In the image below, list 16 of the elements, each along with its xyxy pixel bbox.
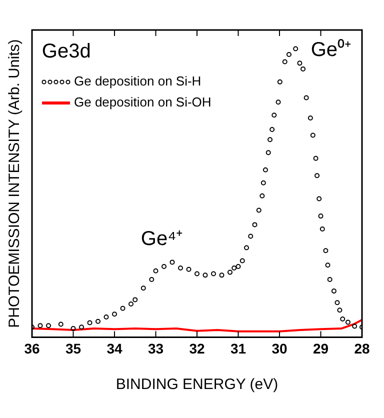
annotation: Ge⁴⁺ <box>140 228 184 250</box>
x-tick-label: 34 <box>106 340 122 356</box>
annotation: Ge⁰⁺ <box>310 38 352 62</box>
x-tick-label: 31 <box>230 340 246 356</box>
x-tick-label: 32 <box>189 340 205 356</box>
x-tick-label: 33 <box>148 340 164 356</box>
x-tick-label: 29 <box>312 340 329 356</box>
x-axis-title: BINDING ENERGY (eV) <box>116 376 278 394</box>
x-tick-label: 36 <box>24 340 40 356</box>
y-axis-title: PHOTOEMISSION INTENSITY (Arb. Units) <box>6 39 24 328</box>
x-tick-label: 30 <box>272 340 288 356</box>
legend-label: Ge deposition on Si-OH <box>74 94 212 110</box>
annotation: Ge3d <box>42 40 91 63</box>
legend-label: Ge deposition on Si-H <box>74 74 202 89</box>
x-tick-label: 35 <box>65 340 82 356</box>
x-tick-label: 28 <box>354 340 370 356</box>
